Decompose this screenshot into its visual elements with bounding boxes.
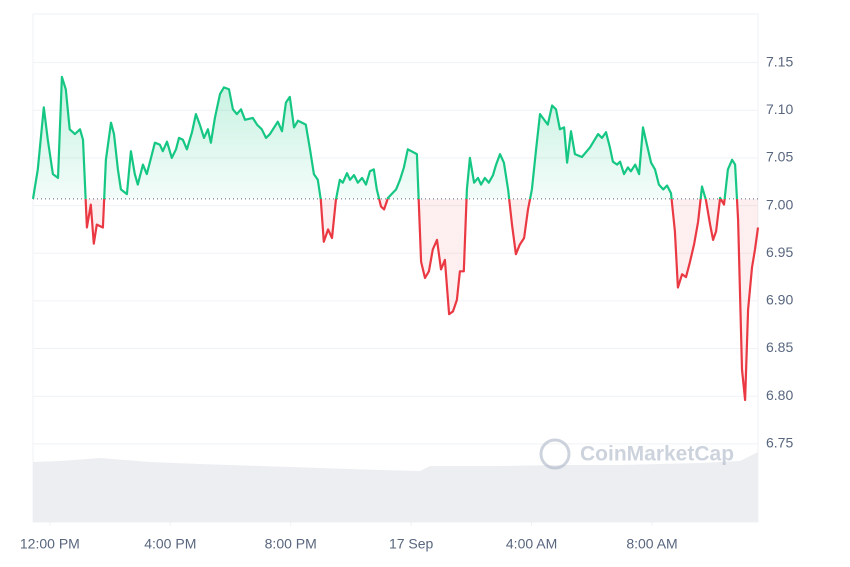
price-line	[31, 75, 760, 402]
grid	[33, 62, 758, 445]
volume-area	[33, 452, 758, 522]
x-tick-label: 4:00 PM	[144, 536, 196, 552]
x-tick-label: 8:00 AM	[626, 536, 677, 552]
watermark-logo	[539, 438, 571, 470]
watermark: CoinMarketCap	[539, 438, 734, 470]
y-tick-label: 6.85	[766, 339, 793, 355]
x-tick-label: 4:00 AM	[506, 536, 557, 552]
y-tick-label: 7.00	[766, 196, 793, 212]
y-tick-label: 6.80	[766, 387, 793, 403]
x-tick-label: 8:00 PM	[265, 536, 317, 552]
y-tick-label: 6.90	[766, 292, 793, 308]
y-tick-label: 7.15	[766, 53, 793, 69]
axes: 6.75 6.80 6.85 6.90 6.95 7.00 7.05 7.10 7.15 12:0…	[20, 53, 794, 551]
x-tick-label: 17 Sep	[389, 536, 434, 552]
y-tick-label: 6.95	[766, 244, 793, 260]
price-area	[33, 76, 758, 401]
y-tick-label: 7.05	[766, 149, 793, 165]
y-tick-label: 7.10	[766, 101, 793, 117]
plot	[31, 75, 760, 402]
watermark-text: CoinMarketCap	[580, 443, 734, 466]
x-tick-label: 12:00 PM	[20, 536, 80, 552]
y-tick-label: 6.75	[766, 435, 793, 451]
